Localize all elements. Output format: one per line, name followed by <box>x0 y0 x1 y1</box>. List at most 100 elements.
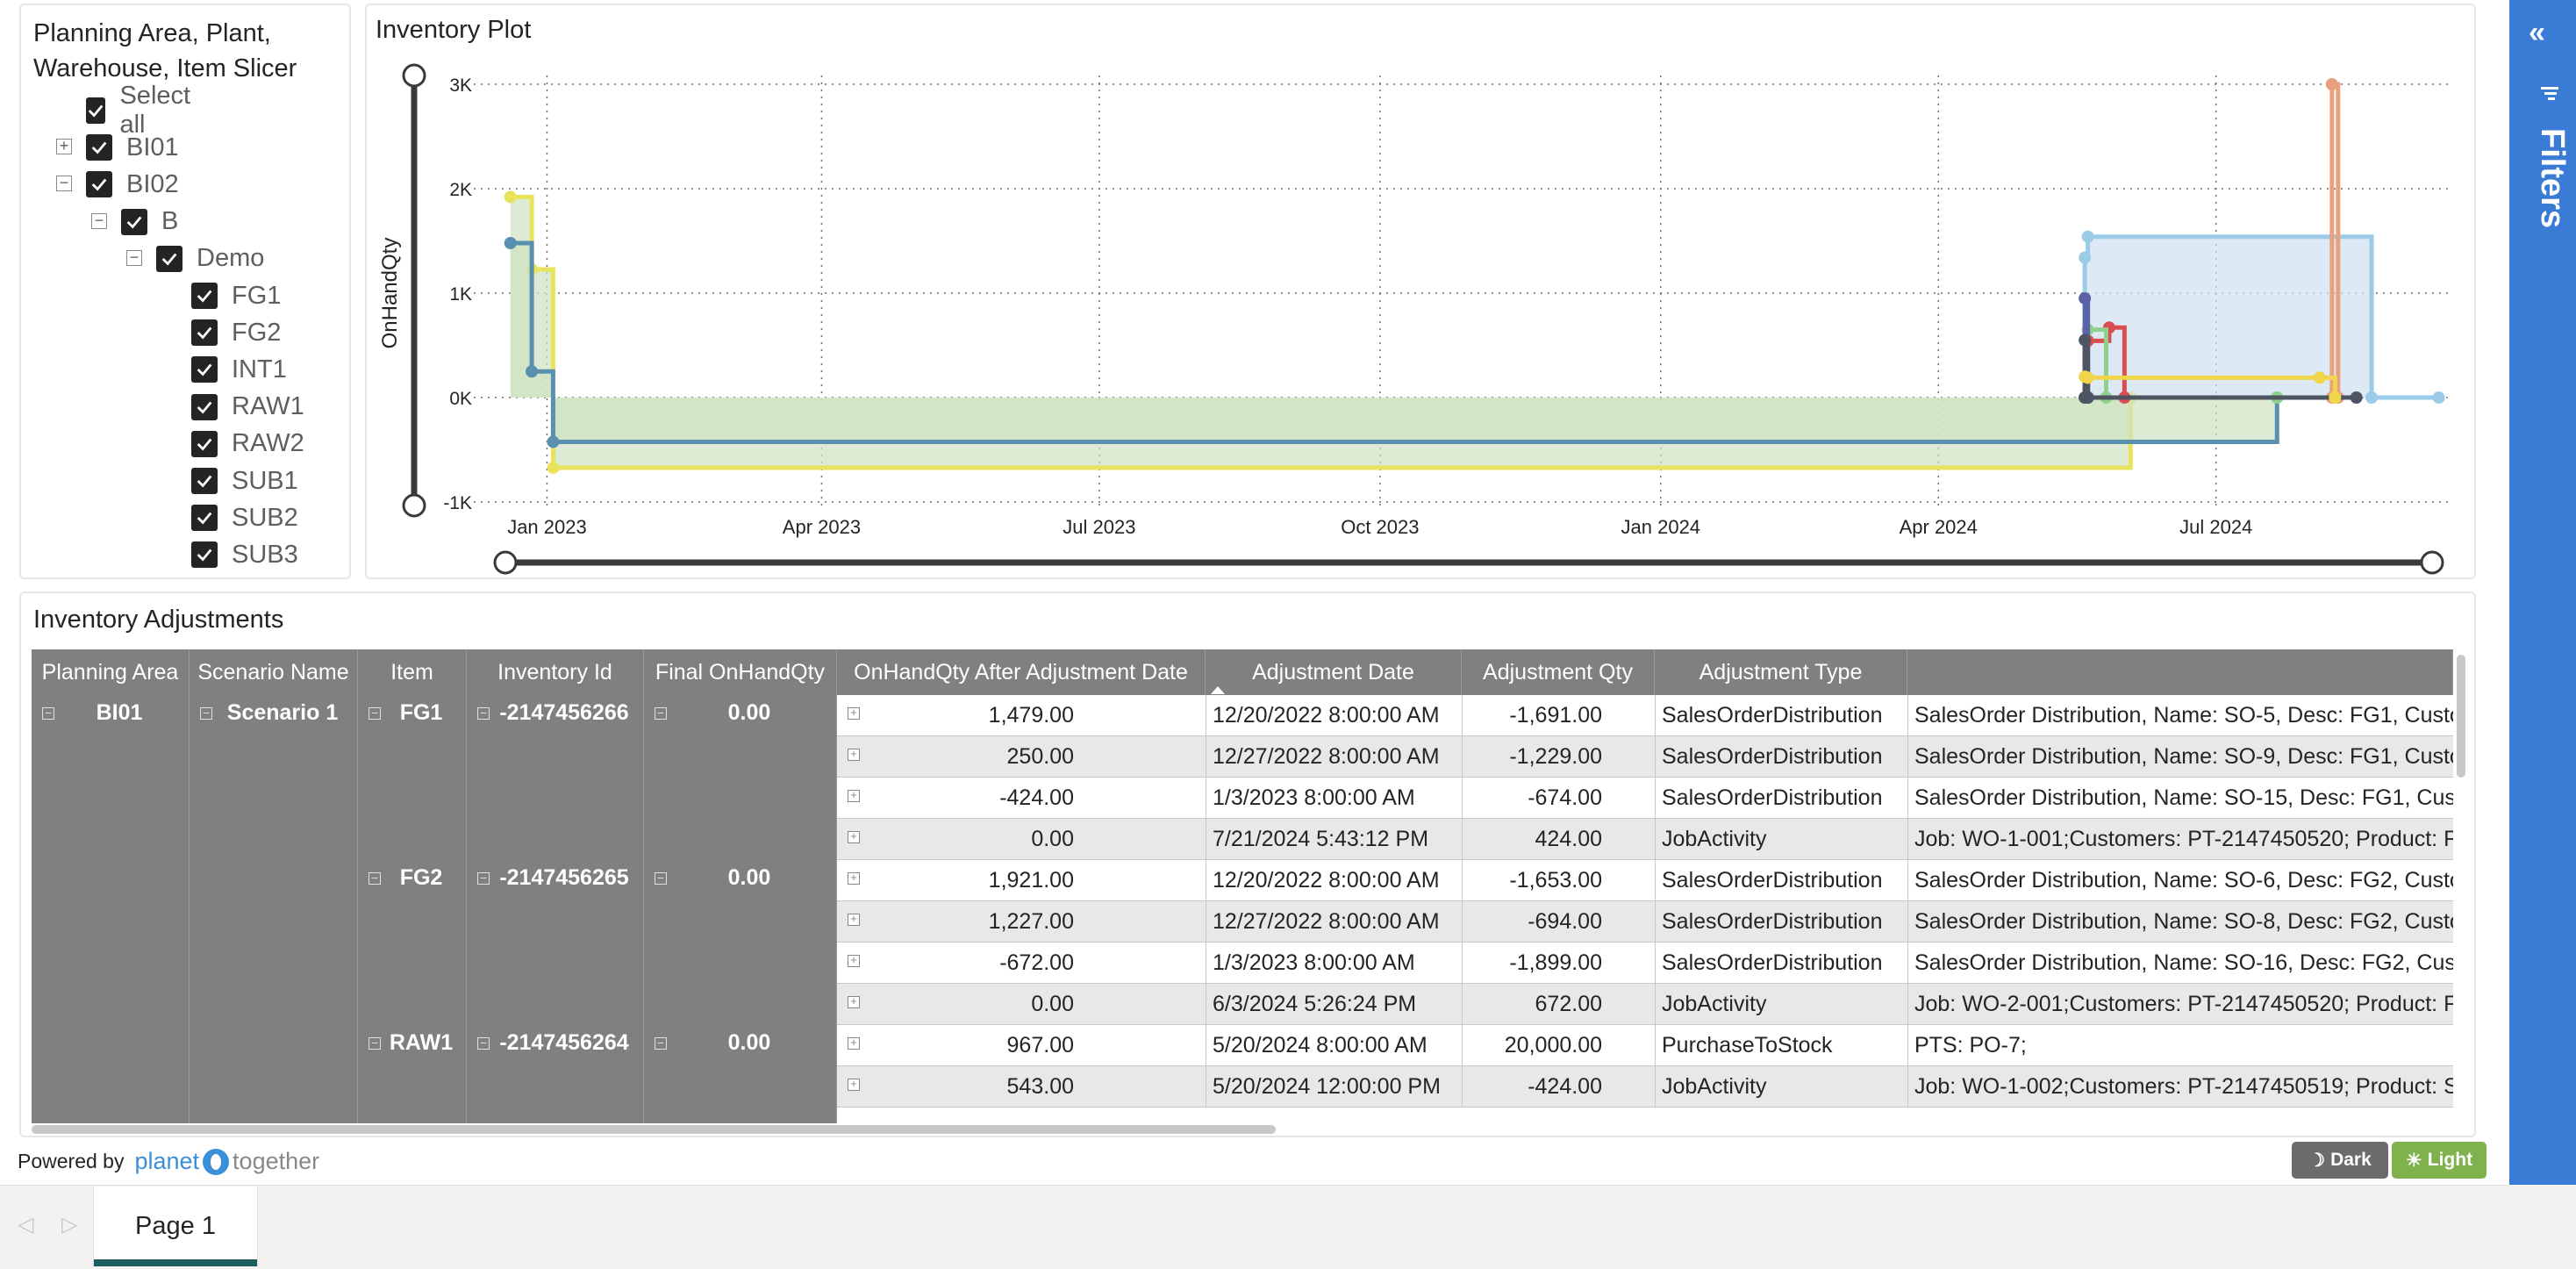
expand-collapse-icon[interactable]: − <box>126 249 142 266</box>
collapse-chevron-icon[interactable]: « <box>2529 16 2545 49</box>
checkbox-checked-icon[interactable] <box>191 356 218 384</box>
filters-pane[interactable]: « Filters <box>2509 0 2576 1185</box>
checkbox-checked-icon[interactable] <box>191 393 218 420</box>
checkbox-checked-icon[interactable] <box>86 171 112 198</box>
prev-page-icon[interactable]: ◁ <box>18 1213 34 1237</box>
checkbox-checked-icon[interactable] <box>191 319 218 347</box>
vertical-scrollbar[interactable] <box>2457 655 2465 778</box>
collapse-icon[interactable]: − <box>655 1036 667 1050</box>
table-cell: -424.00 <box>999 785 1074 810</box>
inventory-plot-chart[interactable]: 3K 2K 1K 0K -1K Jan 2023 Apr 2023 Jul 2023 Oct 2… <box>0 0 2509 597</box>
collapse-icon[interactable]: − <box>369 706 381 720</box>
table-row[interactable]: +0.00 7/21/2024 5:43:12 PM 424.00 JobActivi… <box>837 819 2453 860</box>
column-header[interactable]: Adjustment Type <box>1655 649 1907 695</box>
checkbox-checked-icon[interactable] <box>86 97 106 124</box>
table-cell: 5/20/2024 8:00:00 AM <box>1213 1033 1428 1058</box>
expand-collapse-icon[interactable]: − <box>91 212 107 229</box>
slicer-item[interactable]: B <box>121 206 178 238</box>
collapse-icon[interactable]: − <box>369 871 381 885</box>
table-cell: 424.00 <box>1535 827 1602 851</box>
slicer-item[interactable]: INT1 <box>191 354 287 385</box>
table-row[interactable]: + -424.00 1/3/2023 8:00:00 AM -674.00 SalesO… <box>837 778 2453 819</box>
filter-icon <box>2541 84 2558 103</box>
column-header[interactable] <box>1907 649 2453 695</box>
expand-row-icon[interactable]: + <box>848 706 860 720</box>
expand-row-icon[interactable]: + <box>848 871 860 885</box>
slicer-item[interactable]: SUB1 <box>191 465 298 497</box>
table-row[interactable]: +1,479.00 12/20/2022 8:00:00 AM -1,691.00 S… <box>837 695 2453 736</box>
expand-row-icon[interactable]: + <box>848 830 860 843</box>
expand-row-icon[interactable]: + <box>848 1078 860 1091</box>
expand-row-icon[interactable]: + <box>848 1036 860 1050</box>
table-row[interactable]: +543.00 5/20/2024 12:00:00 PM -424.00 JobAc… <box>837 1066 2453 1108</box>
cell-divider <box>1907 695 1908 736</box>
checkbox-checked-icon[interactable] <box>191 430 218 457</box>
collapse-icon[interactable]: − <box>200 706 212 720</box>
slicer-item[interactable]: RAW1 <box>191 391 304 423</box>
collapse-icon[interactable]: − <box>369 1036 381 1050</box>
horizontal-scrollbar[interactable] <box>32 1125 1276 1134</box>
slicer-item[interactable]: Select all <box>86 82 197 139</box>
column-header[interactable]: Final OnHandQty <box>644 649 837 695</box>
column-header[interactable]: Inventory Id <box>467 649 644 695</box>
collapse-icon[interactable]: − <box>42 706 54 720</box>
cell-divider <box>1655 984 1656 1025</box>
table-cell: JobActivity <box>1662 992 1767 1016</box>
cell-divider <box>1655 860 1656 901</box>
checkbox-checked-icon[interactable] <box>191 283 218 309</box>
slicer-item[interactable]: BI01 <box>86 132 179 163</box>
checkbox-checked-icon[interactable] <box>191 505 218 532</box>
slicer-item[interactable]: SUB3 <box>191 539 298 570</box>
expand-row-icon[interactable]: + <box>848 748 860 761</box>
table-cell: 6/3/2024 5:26:24 PM <box>1213 992 1417 1016</box>
expand-collapse-icon[interactable]: − <box>56 175 72 192</box>
table-row[interactable]: +0.00 6/3/2024 5:26:24 PM 672.00 JobActivit… <box>837 984 2453 1025</box>
table-cell: Job: WO-1-001;Customers: PT-2147450520; … <box>1914 827 2453 851</box>
cell-divider <box>1655 736 1656 778</box>
column-header[interactable]: Scenario Name <box>190 649 358 695</box>
collapse-icon[interactable]: − <box>655 706 667 720</box>
cell-divider <box>1462 736 1463 778</box>
checkbox-checked-icon[interactable] <box>156 245 182 272</box>
table-row[interactable]: +1,921.00 12/20/2022 8:00:00 AM -1,653.00 S… <box>837 860 2453 901</box>
slicer-item[interactable]: RAW2 <box>191 428 304 460</box>
dark-theme-button[interactable]: ☽ Dark <box>2292 1142 2388 1179</box>
group-cell: FG2 <box>399 865 443 890</box>
next-page-icon[interactable]: ▷ <box>61 1213 78 1237</box>
checkbox-checked-icon[interactable] <box>191 541 218 569</box>
column-header[interactable]: Adjustment Date <box>1206 649 1462 695</box>
column-header[interactable]: Item <box>358 649 467 695</box>
collapse-icon[interactable]: − <box>477 1036 490 1050</box>
column-header[interactable]: Adjustment Qty <box>1462 649 1655 695</box>
slicer-item-label: FG2 <box>232 318 282 347</box>
table-row[interactable]: + -672.00 1/3/2023 8:00:00 AM -1,899.00 Sale… <box>837 943 2453 984</box>
table-row[interactable]: +1,227.00 12/27/2022 8:00:00 AM -694.00 Sal… <box>837 901 2453 943</box>
checkbox-checked-icon[interactable] <box>191 468 218 494</box>
table-row[interactable]: +967.00 5/20/2024 8:00:00 AM 20,000.00 Purc… <box>837 1025 2453 1066</box>
expand-collapse-icon[interactable]: + <box>56 138 72 155</box>
expand-row-icon[interactable]: + <box>848 913 860 926</box>
expand-row-icon[interactable]: + <box>848 789 860 802</box>
collapse-icon[interactable]: − <box>655 871 667 885</box>
slicer-item[interactable]: SUB2 <box>191 502 298 534</box>
expand-row-icon[interactable]: + <box>848 954 860 967</box>
sort-ascending-icon[interactable] <box>1211 686 1225 694</box>
table-row[interactable]: +250.00 12/27/2022 8:00:00 AM -1,229.00 Sal… <box>837 736 2453 778</box>
slicer-item-label: SUB2 <box>232 503 298 532</box>
column-header[interactable]: OnHandQty After Adjustment Date <box>837 649 1206 695</box>
table-cell: -1,229.00 <box>1509 744 1602 769</box>
slicer-item[interactable]: FG2 <box>191 317 281 348</box>
table-cell: SalesOrderDistribution <box>1662 868 1883 893</box>
slicer-item[interactable]: FG1 <box>191 280 281 312</box>
slicer-item[interactable]: BI02 <box>86 168 179 200</box>
group-cell: FG1 <box>399 700 443 725</box>
checkbox-checked-icon[interactable] <box>86 134 112 161</box>
collapse-icon[interactable]: − <box>477 706 490 720</box>
expand-row-icon[interactable]: + <box>848 995 860 1008</box>
light-theme-button[interactable]: ☀ Light <box>2392 1142 2487 1179</box>
slicer-item[interactable]: Demo <box>156 243 264 275</box>
column-header[interactable]: Planning Area <box>32 649 190 695</box>
collapse-icon[interactable]: − <box>477 871 490 885</box>
tab-page-1[interactable]: Page 1 <box>93 1187 258 1266</box>
checkbox-checked-icon[interactable] <box>121 208 147 235</box>
